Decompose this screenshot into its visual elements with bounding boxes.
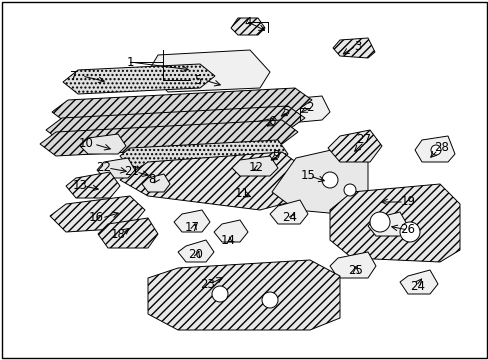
Text: 27: 27: [356, 134, 371, 147]
Polygon shape: [329, 184, 459, 262]
Polygon shape: [174, 210, 209, 232]
Circle shape: [321, 172, 337, 188]
Polygon shape: [46, 106, 305, 142]
Polygon shape: [231, 156, 278, 176]
Circle shape: [399, 222, 419, 242]
Circle shape: [262, 292, 278, 308]
Text: 24: 24: [282, 211, 297, 225]
Polygon shape: [120, 152, 309, 210]
Text: 7: 7: [70, 69, 78, 82]
Text: 1: 1: [126, 55, 134, 68]
Text: 11: 11: [234, 188, 249, 201]
Polygon shape: [52, 88, 311, 124]
Polygon shape: [120, 140, 287, 168]
Text: 8: 8: [148, 174, 155, 186]
Polygon shape: [40, 120, 297, 156]
Polygon shape: [329, 252, 375, 278]
Text: 5: 5: [282, 105, 289, 118]
Text: 2: 2: [305, 102, 313, 114]
Text: 22: 22: [96, 162, 111, 175]
Text: 13: 13: [72, 180, 87, 193]
Text: 6: 6: [268, 116, 275, 129]
Text: 21: 21: [124, 166, 139, 179]
Text: 23: 23: [200, 278, 215, 291]
Text: 4: 4: [244, 15, 251, 28]
Polygon shape: [269, 96, 329, 124]
Text: 14: 14: [220, 234, 235, 247]
Polygon shape: [367, 212, 407, 236]
Polygon shape: [148, 260, 339, 330]
Polygon shape: [332, 38, 374, 58]
Text: 28: 28: [434, 141, 448, 154]
Text: 12: 12: [248, 162, 263, 175]
Text: 17: 17: [184, 221, 199, 234]
Polygon shape: [98, 218, 158, 248]
Circle shape: [430, 145, 440, 155]
Circle shape: [343, 184, 355, 196]
Text: 10: 10: [79, 138, 93, 150]
Text: 24: 24: [409, 279, 425, 292]
Text: 16: 16: [88, 211, 103, 225]
Polygon shape: [269, 200, 307, 224]
Polygon shape: [414, 136, 454, 162]
Polygon shape: [80, 134, 126, 154]
Text: 19: 19: [400, 195, 415, 208]
Polygon shape: [148, 50, 269, 92]
Polygon shape: [327, 130, 381, 162]
Text: 15: 15: [300, 170, 315, 183]
Polygon shape: [399, 270, 437, 294]
Polygon shape: [63, 64, 215, 94]
Polygon shape: [97, 158, 135, 178]
Text: 3: 3: [354, 40, 361, 53]
Polygon shape: [66, 172, 120, 198]
Polygon shape: [178, 240, 214, 262]
Text: 26: 26: [400, 224, 415, 237]
Polygon shape: [214, 220, 247, 242]
Text: 18: 18: [110, 228, 125, 240]
Polygon shape: [247, 118, 282, 136]
Polygon shape: [271, 148, 367, 214]
Text: 9: 9: [272, 149, 279, 162]
Text: 25: 25: [348, 264, 363, 276]
Circle shape: [212, 286, 227, 302]
Text: 20: 20: [188, 248, 203, 261]
Polygon shape: [230, 18, 264, 35]
Polygon shape: [142, 174, 170, 192]
Text: 5: 5: [194, 73, 201, 86]
Circle shape: [369, 212, 389, 232]
Polygon shape: [50, 196, 145, 232]
